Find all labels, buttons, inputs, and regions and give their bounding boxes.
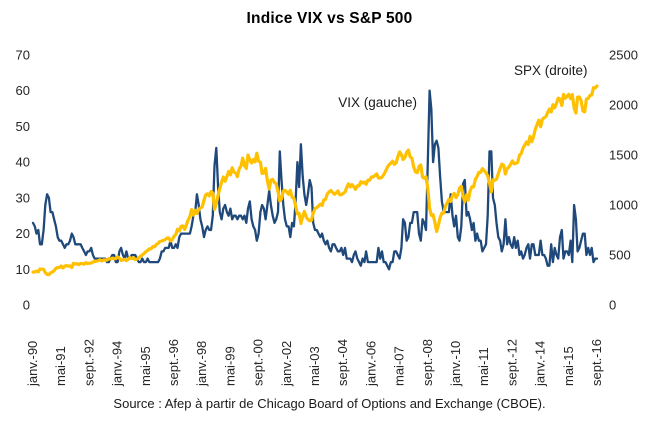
x-axis-tick-label: mai-95 <box>138 346 153 386</box>
x-axis-tick-label: sept.-12 <box>504 339 519 386</box>
vix-series-line <box>31 89 599 271</box>
left-axis-tick-label: 10 <box>16 262 30 277</box>
x-axis-tick-label: sept.-08 <box>420 339 435 386</box>
spx-series-annotation: SPX (droite) <box>514 63 588 78</box>
chart-title: Indice VIX vs S&P 500 <box>246 10 413 27</box>
left-axis-tick-label: 70 <box>16 48 30 63</box>
x-axis-tick-label: sept.-04 <box>335 339 350 386</box>
right-axis-tick-label: 1000 <box>609 198 638 213</box>
x-axis-tick-label: sept.-92 <box>81 339 96 386</box>
spx-series-line <box>31 84 599 277</box>
source-caption: Source : Afep à partir de Chicago Board … <box>113 396 546 411</box>
x-axis-tick-label: mai-03 <box>307 346 322 386</box>
right-axis-tick-label: 500 <box>609 248 631 263</box>
x-axis-tick-label: mai-11 <box>476 347 491 386</box>
x-axis-tick-label: mai-15 <box>561 346 576 386</box>
right-axis-tick-label: 0 <box>609 298 616 313</box>
x-axis-tick-label: mai-91 <box>53 346 68 386</box>
left-axis-tick-label: 30 <box>16 190 30 205</box>
x-axis-tick-label: sept.-00 <box>251 339 266 386</box>
x-axis-tick-label: janv.-14 <box>533 341 548 387</box>
right-axis-tick-label: 2000 <box>609 98 638 113</box>
x-axis-tick-label: janv.-10 <box>448 341 463 387</box>
right-axis-tick-label: 2500 <box>609 48 638 63</box>
left-axis-tick-label: 50 <box>16 119 30 134</box>
left-axis-tick-label: 60 <box>16 83 30 98</box>
vix-series-annotation: VIX (gauche) <box>338 95 417 110</box>
x-axis-tick-label: mai-07 <box>392 346 407 386</box>
left-axis-tick-label: 40 <box>16 155 30 170</box>
left-axis-tick-label: 0 <box>23 298 30 313</box>
x-axis-tick-label: janv.-98 <box>194 341 209 387</box>
x-axis-tick-label: janv.-06 <box>363 341 378 387</box>
x-axis-tick-label: janv.-02 <box>279 341 294 387</box>
x-axis-tick-label: sept.-96 <box>166 339 181 386</box>
x-axis-tick-label: mai-99 <box>222 346 237 386</box>
left-axis-tick-label: 20 <box>16 226 30 241</box>
x-axis-tick-label: janv.-90 <box>25 341 40 387</box>
x-axis-tick-label: janv.-94 <box>110 341 125 387</box>
x-axis-tick-label: sept.-16 <box>589 339 604 386</box>
right-axis-tick-label: 1500 <box>609 148 638 163</box>
